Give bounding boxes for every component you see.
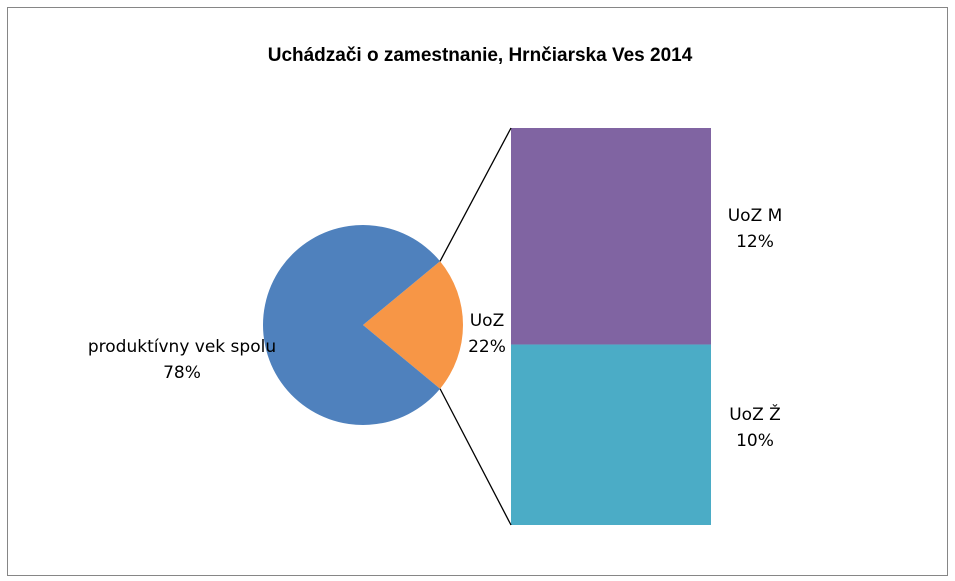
connector-line — [439, 388, 512, 526]
connector-line — [439, 127, 512, 262]
pie-slice — [263, 225, 441, 425]
label-category: produktívny vek spolu — [87, 337, 277, 357]
label-category: UoZ M — [727, 206, 783, 227]
label-value: 12% — [736, 232, 774, 253]
chart-frame — [7, 7, 948, 576]
bar-segment — [511, 128, 711, 345]
label-value: 78% — [163, 363, 201, 383]
chart-title: Uchádzači o zamestnanie, Hrnčiarska Ves … — [268, 45, 693, 66]
bar-label: UoZ Ž 10% — [729, 402, 781, 454]
bar-segment — [511, 344, 711, 525]
pie-slice — [363, 261, 463, 389]
label-category: UoZ Ž — [729, 404, 781, 425]
label-value: 22% — [468, 337, 506, 357]
pie-label: produktívny vek spolu 78% — [62, 334, 302, 386]
pie-label: UoZ 22% — [468, 308, 506, 360]
bar-label: UoZ M 12% — [728, 203, 783, 255]
label-category: UoZ — [469, 311, 505, 331]
label-value: 10% — [736, 430, 774, 451]
